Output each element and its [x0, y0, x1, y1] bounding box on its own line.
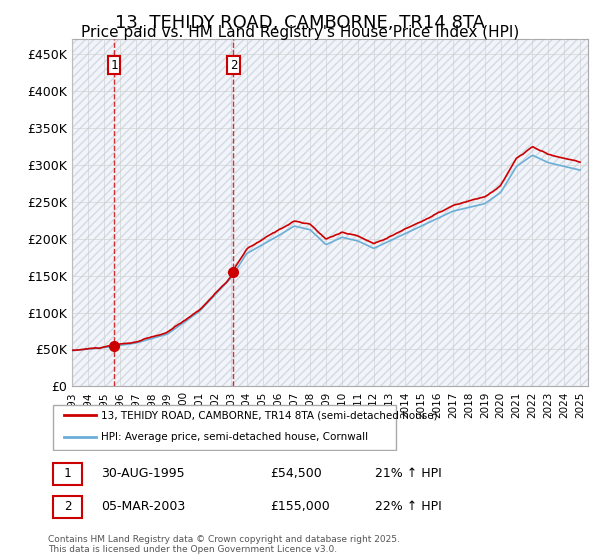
Text: Contains HM Land Registry data © Crown copyright and database right 2025.
This d: Contains HM Land Registry data © Crown c… — [48, 535, 400, 554]
Text: 13, TEHIDY ROAD, CAMBORNE, TR14 8TA: 13, TEHIDY ROAD, CAMBORNE, TR14 8TA — [115, 14, 485, 32]
Text: Price paid vs. HM Land Registry's House Price Index (HPI): Price paid vs. HM Land Registry's House … — [81, 25, 519, 40]
Text: 13, TEHIDY ROAD, CAMBORNE, TR14 8TA (semi-detached house): 13, TEHIDY ROAD, CAMBORNE, TR14 8TA (sem… — [101, 410, 437, 420]
Text: 22% ↑ HPI: 22% ↑ HPI — [376, 500, 442, 514]
Text: HPI: Average price, semi-detached house, Cornwall: HPI: Average price, semi-detached house,… — [101, 432, 368, 442]
Text: £155,000: £155,000 — [270, 500, 329, 514]
Text: 1: 1 — [64, 468, 71, 480]
FancyBboxPatch shape — [53, 405, 397, 450]
Text: £54,500: £54,500 — [270, 468, 322, 480]
Text: 2: 2 — [230, 59, 237, 72]
FancyBboxPatch shape — [53, 463, 82, 485]
Text: 1: 1 — [110, 59, 118, 72]
Text: 30-AUG-1995: 30-AUG-1995 — [101, 468, 184, 480]
Text: 21% ↑ HPI: 21% ↑ HPI — [376, 468, 442, 480]
Text: 2: 2 — [64, 500, 71, 514]
Text: 05-MAR-2003: 05-MAR-2003 — [101, 500, 185, 514]
FancyBboxPatch shape — [53, 496, 82, 517]
